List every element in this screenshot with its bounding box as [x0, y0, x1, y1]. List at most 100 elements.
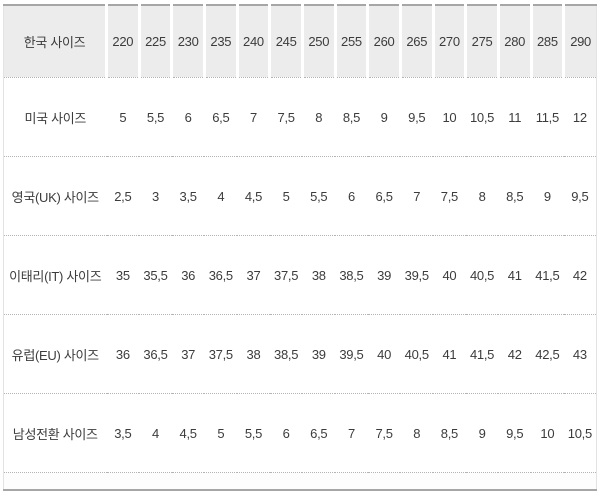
- size-cell: 9,5: [506, 425, 524, 441]
- size-cell: 9,5: [408, 109, 426, 125]
- size-cell: 245: [268, 5, 303, 78]
- table-row: 미국 사이즈 5 5,5 6 6,5 7 7,5 8 8,5 9 9,5 10 10,5 11 11,5 12: [3, 78, 597, 157]
- size-cell: 7: [249, 109, 257, 125]
- size-cell: 235: [202, 5, 238, 78]
- size-cell: 5,5: [146, 109, 165, 125]
- size-cell: 2,5: [114, 188, 132, 204]
- size-cell: 8: [315, 109, 323, 125]
- size-cell: 36: [181, 267, 196, 283]
- size-cell: 40: [442, 267, 457, 283]
- size-cell: 8,5: [440, 425, 458, 441]
- size-cell: 240: [235, 5, 270, 78]
- size-cell: 38: [246, 346, 261, 362]
- size-cell: 36,5: [143, 346, 168, 362]
- size-cell: 230: [170, 5, 205, 78]
- size-cell: 9: [543, 188, 551, 204]
- size-cell: 4,5: [244, 188, 263, 204]
- row-label: 이태리(IT) 사이즈: [9, 268, 102, 284]
- size-cell: 39: [311, 346, 326, 362]
- size-table-body: 한국 사이즈 220 225 230 235 240 245 250 255 260 265 270 2…: [3, 5, 597, 490]
- row-label: 유럽(EU) 사이즈: [11, 347, 99, 363]
- size-cell: 7,5: [375, 425, 393, 441]
- size-cell: 5,5: [244, 425, 263, 441]
- size-cell: 5: [282, 188, 290, 204]
- size-cell: 225: [137, 5, 172, 78]
- size-cell: 265: [398, 5, 434, 78]
- size-cell: 42,5: [535, 346, 560, 362]
- table-footer-spacer: [3, 472, 597, 490]
- table-row: 남성전환 사이즈 3,5 4 4,5 5 5,5 6 6,5 7 7,5 8 8,5 9 9,5 10 10,…: [3, 394, 597, 473]
- size-cell: 12: [572, 109, 587, 125]
- size-cell: 220: [105, 5, 140, 78]
- size-cell: 6: [184, 109, 192, 125]
- row-label: 영국(UK) 사이즈: [11, 189, 99, 205]
- size-cell: 38,5: [339, 267, 364, 283]
- size-cell: 6: [347, 188, 355, 204]
- size-cell: 285: [529, 5, 564, 78]
- table-row: 유럽(EU) 사이즈 36 36,5 37 37,5 38 38,5 39 39,5 40 40,5…: [3, 315, 597, 394]
- size-cell: 11,5: [535, 109, 559, 125]
- size-cell: 37,5: [274, 267, 299, 283]
- size-cell: 10: [442, 109, 457, 125]
- size-cell: 37: [246, 267, 261, 283]
- table-row: 한국 사이즈 220 225 230 235 240 245 250 255 260 265 270 2…: [3, 5, 597, 78]
- size-cell: 3: [152, 188, 159, 204]
- size-cell: 11: [508, 109, 522, 125]
- table-row: 영국(UK) 사이즈 2,5 3 3,5 4 4,5 5 5,5 6 6,5 7 7,5 8 8,5 9 9,…: [3, 157, 597, 236]
- size-cell: 42: [572, 267, 587, 283]
- size-cell: 36: [115, 346, 130, 362]
- size-cell: 7,5: [277, 109, 295, 125]
- size-cell: 275: [464, 5, 499, 78]
- size-cell: 250: [300, 5, 336, 78]
- size-cell: 5: [217, 425, 225, 441]
- size-cell: 36,5: [208, 267, 233, 283]
- size-cell: 39,5: [404, 267, 429, 283]
- size-cell: 43: [572, 346, 587, 362]
- size-cell: 41,5: [535, 267, 560, 283]
- size-cell: 41: [442, 346, 457, 362]
- size-cell: 9: [478, 425, 486, 441]
- size-cell: 4: [152, 425, 159, 441]
- size-cell: 41,5: [469, 346, 495, 362]
- size-cell: 10,5: [567, 425, 592, 441]
- size-cell: 8: [478, 188, 486, 204]
- size-cell: 42: [507, 346, 522, 362]
- size-cell: 10: [540, 425, 555, 441]
- size-cell: 40,5: [469, 267, 495, 283]
- size-cell: 280: [496, 5, 532, 78]
- size-cell: 37,5: [208, 346, 233, 362]
- size-cell: 38: [311, 267, 326, 283]
- row-label: 한국 사이즈: [3, 5, 107, 78]
- size-cell: 38,5: [274, 346, 299, 362]
- size-cell: 8,5: [342, 109, 360, 125]
- row-label: 미국 사이즈: [24, 110, 87, 126]
- size-cell: 6: [282, 425, 290, 441]
- size-cell: 6,5: [212, 109, 230, 125]
- size-conversion-table: 한국 사이즈 220 225 230 235 240 245 250 255 260 265 270 2…: [3, 4, 597, 491]
- size-cell: 9: [380, 109, 388, 125]
- size-cell: 7,5: [440, 188, 458, 204]
- size-cell: 35: [115, 267, 130, 283]
- table-row: 이태리(IT) 사이즈 35 35,5 36 36,5 37 37,5 38 38,5 39 39,…: [3, 236, 597, 315]
- size-cell: 6,5: [375, 188, 393, 204]
- size-cell: 260: [366, 5, 401, 78]
- row-label: 남성전환 사이즈: [12, 426, 98, 442]
- size-cell: 6,5: [310, 425, 328, 441]
- size-cell: 10,5: [469, 109, 495, 125]
- size-cell: 8: [413, 425, 421, 441]
- size-cell: 40,5: [404, 346, 429, 362]
- size-cell: 39,5: [339, 346, 364, 362]
- size-cell: 35,5: [143, 267, 168, 283]
- size-cell: 255: [333, 5, 368, 78]
- size-cell: 5,5: [310, 188, 328, 204]
- size-cell: 37: [181, 346, 196, 362]
- size-cell: 290: [562, 5, 597, 78]
- size-cell: 4: [217, 188, 225, 204]
- spacer-cell: [3, 472, 597, 490]
- size-cell: 40: [377, 346, 392, 362]
- size-cell: 9,5: [571, 188, 589, 204]
- size-cell: 39: [377, 267, 392, 283]
- size-cell: 41: [507, 267, 522, 283]
- size-cell: 3,5: [114, 425, 132, 441]
